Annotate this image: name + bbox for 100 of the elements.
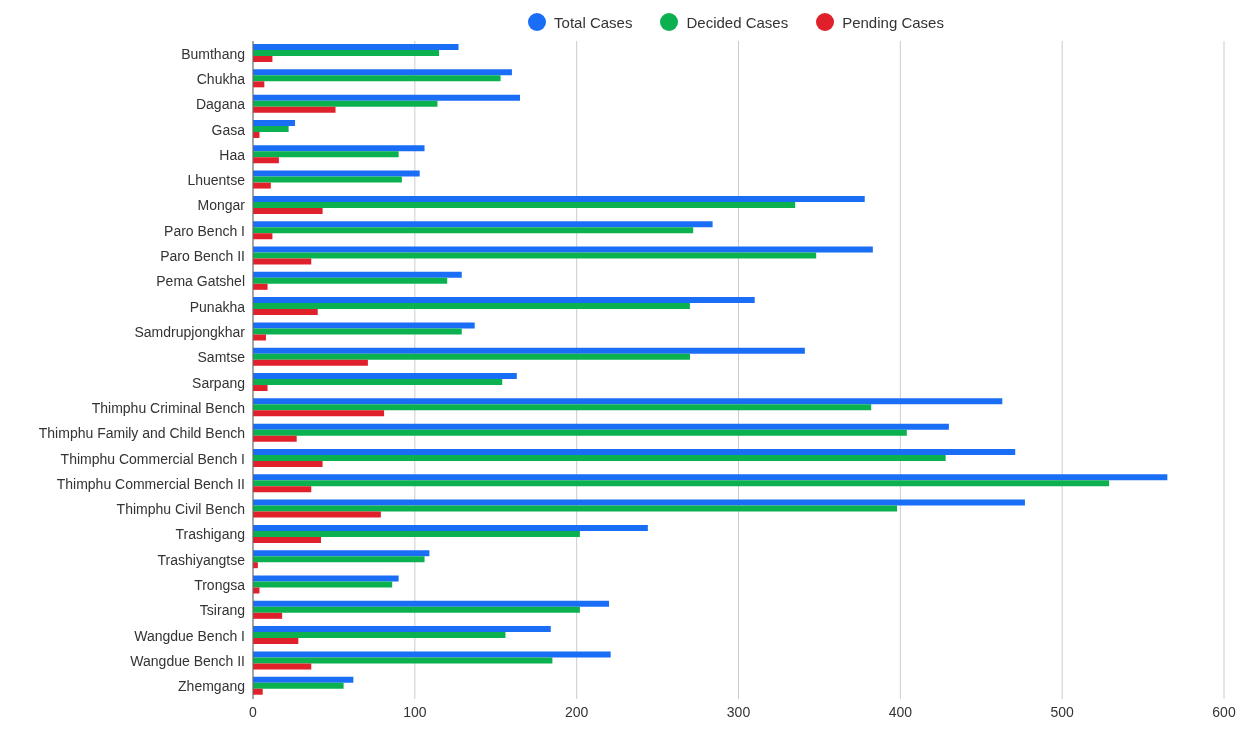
bar: [253, 44, 459, 51]
bar: [253, 75, 501, 82]
bar: [253, 612, 283, 619]
bar: [253, 227, 694, 234]
bar: [253, 125, 289, 132]
bar: [253, 556, 425, 563]
bar: [253, 460, 323, 467]
bar: [253, 69, 512, 76]
bar: [253, 651, 611, 658]
bar: [253, 195, 865, 202]
y-tick-label: Dagana: [195, 96, 246, 113]
bar: [253, 303, 690, 310]
bar: [253, 480, 1110, 487]
bar: [253, 334, 266, 341]
bar: [253, 151, 399, 158]
bar: [253, 385, 268, 392]
bar: [253, 423, 949, 430]
bar: [253, 676, 354, 683]
bar: [253, 277, 448, 284]
y-tick-label: Bumthang: [181, 45, 245, 62]
y-tick-label: Thimphu Commercial Bench II: [56, 475, 245, 492]
y-tick-label: Pema Gatshel: [156, 273, 245, 290]
bar: [253, 511, 381, 518]
bar: [253, 600, 610, 607]
bar: [253, 575, 399, 582]
bar: [253, 322, 475, 329]
y-tick-label: Thimphu Family and Child Bench: [38, 425, 245, 442]
bar: [253, 221, 713, 228]
y-tick-label: Trongsa: [194, 577, 246, 594]
bar: [253, 271, 462, 278]
bar: [253, 182, 271, 189]
bar: [253, 170, 420, 177]
bar: [253, 435, 297, 442]
y-tick-label: Gasa: [211, 121, 246, 138]
bar: [253, 429, 907, 436]
bar: [253, 536, 321, 543]
bar: [253, 100, 438, 107]
bar: [253, 252, 817, 259]
bar: [253, 328, 462, 335]
y-tick-label: Punakha: [189, 298, 246, 315]
bar: [253, 207, 323, 214]
legend-label: Decided Cases: [685, 13, 789, 31]
bar: [253, 50, 440, 57]
x-tick-label: 400: [888, 703, 913, 720]
bar: [253, 606, 580, 613]
bar: [253, 246, 873, 253]
bar: [253, 283, 268, 290]
bar: [253, 309, 318, 316]
bar: [253, 297, 755, 304]
bar: [253, 663, 312, 670]
bar: [253, 176, 402, 183]
bar: [253, 145, 425, 152]
bar: [253, 106, 336, 113]
y-tick-label: Mongar: [197, 197, 246, 214]
bar: [253, 657, 553, 664]
y-tick-label: Wangdue Bench I: [134, 627, 245, 644]
bar: [253, 632, 506, 639]
bar: [253, 530, 580, 537]
bar: [253, 379, 503, 386]
bar: [253, 581, 393, 588]
y-tick-label: Trashiyangtse: [157, 551, 246, 568]
bar: [253, 353, 690, 360]
y-tick-label: Thimphu Commercial Bench I: [60, 450, 245, 467]
y-tick-label: Paro Bench I: [164, 222, 245, 239]
y-tick-label: Lhuentse: [187, 172, 246, 189]
bar: [253, 688, 263, 695]
bar: [253, 201, 796, 208]
bar: [253, 454, 946, 461]
bar: [253, 94, 521, 101]
y-tick-label: Tsirang: [199, 602, 245, 619]
bar: [253, 638, 299, 645]
legend-label: Total Cases: [553, 13, 633, 31]
y-tick-label: Sarpang: [192, 374, 245, 391]
bar: [253, 499, 1025, 506]
y-tick-label: Trashigang: [175, 526, 245, 543]
x-tick-label: 100: [403, 703, 427, 720]
bar: [253, 119, 296, 126]
legend-label: Pending Cases: [841, 13, 944, 31]
y-tick-label: Samtse: [197, 349, 246, 366]
bar: [253, 682, 344, 689]
bar: [253, 448, 1016, 455]
y-tick-label: Chukha: [196, 70, 246, 87]
x-tick-label: 500: [1050, 703, 1075, 720]
bar: [253, 524, 648, 531]
bar: [253, 373, 517, 380]
x-tick-label: 0: [249, 703, 258, 720]
bar: [253, 359, 368, 366]
bar: [253, 258, 312, 265]
bar: [253, 550, 430, 557]
y-tick-label: Paro Bench II: [160, 248, 245, 265]
bar: [253, 474, 1168, 481]
bar: [253, 505, 898, 512]
y-tick-label: Samdrupjongkhar: [134, 324, 246, 341]
bar: [253, 56, 273, 63]
y-tick-label: Thimphu Criminal Bench: [91, 399, 245, 416]
x-tick-label: 600: [1212, 703, 1236, 720]
bar: [253, 404, 872, 411]
bar: [253, 626, 551, 633]
y-tick-label: Thimphu Civil Bench: [116, 501, 245, 518]
bar: [253, 486, 312, 493]
